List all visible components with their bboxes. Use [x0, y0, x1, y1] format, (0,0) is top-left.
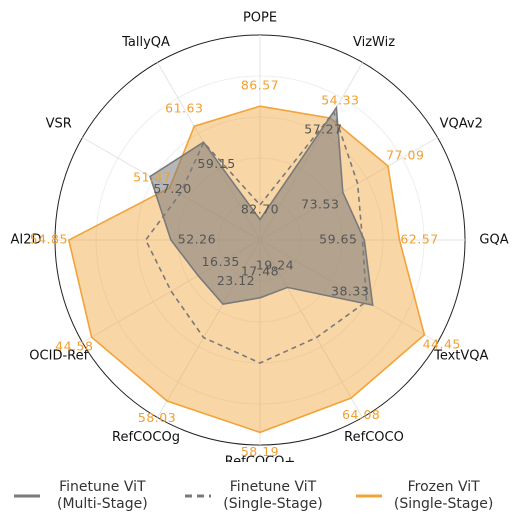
- value-label: 61.63: [165, 100, 203, 115]
- axis-label: VQAv2: [440, 116, 483, 131]
- value-label: 59.65: [319, 232, 357, 247]
- value-label: 57.27: [304, 122, 342, 137]
- legend-item: Frozen ViT (Single-Stage): [355, 479, 499, 513]
- value-label: 17.48: [241, 263, 279, 278]
- legend-swatch: [184, 494, 211, 498]
- axis-label: VSR: [46, 116, 72, 131]
- axis-label: GQA: [479, 233, 508, 248]
- series-0: [149, 105, 374, 307]
- legend: Finetune ViT (Multi-Stage) Finetune ViT (…: [0, 466, 512, 526]
- value-label: 73.53: [301, 197, 339, 212]
- value-label: 23.12: [217, 273, 255, 288]
- legend-swatch: [355, 494, 382, 498]
- value-label: 59.15: [197, 156, 235, 171]
- value-label: 54.33: [321, 92, 359, 107]
- legend-label: Finetune ViT (Single-Stage): [223, 479, 323, 512]
- value-label: 44.45: [423, 336, 461, 351]
- axis-label: TallyQA: [121, 35, 170, 50]
- value-label: 64.08: [342, 407, 380, 422]
- value-label: 86.57: [241, 78, 279, 93]
- value-label: 51.47: [133, 169, 171, 184]
- value-label: 44.58: [55, 339, 93, 354]
- legend-label: Finetune ViT (Multi-Stage): [57, 479, 148, 512]
- axis-label: VizWiz: [353, 35, 395, 50]
- value-label: 38.33: [331, 284, 369, 299]
- value-label: 82.70: [241, 202, 279, 217]
- value-label: 52.26: [178, 232, 216, 247]
- axis-label: OCID-Ref: [29, 349, 88, 364]
- axis-label: POPE: [243, 11, 277, 26]
- chart: POPEVizWizVQAv2GQATextVQARefCOCORefCOCO+…: [10, 11, 508, 470]
- axis-label: RefCOCO: [344, 430, 404, 445]
- value-label: 57.20: [153, 181, 191, 196]
- value-label: 19.24: [256, 257, 294, 272]
- value-label: 58.03: [138, 410, 176, 425]
- value-label: 62.57: [400, 232, 438, 247]
- axis-label: AI2D: [10, 233, 41, 248]
- legend-label: Frozen ViT (Single-Stage): [393, 479, 494, 512]
- value-label: 16.35: [202, 254, 240, 269]
- value-label: 58.19: [241, 444, 279, 459]
- legend-item: Finetune ViT (Multi-Stage): [13, 479, 157, 513]
- axis-label: TextVQA: [433, 349, 488, 364]
- legend-swatch: [14, 494, 41, 498]
- value-label: 54.85: [30, 232, 68, 247]
- axis-label: RefCOCOg: [112, 430, 180, 445]
- series-1: [144, 110, 368, 364]
- legend-item: Finetune ViT (Single-Stage): [184, 479, 328, 513]
- value-label: 77.09: [386, 148, 424, 163]
